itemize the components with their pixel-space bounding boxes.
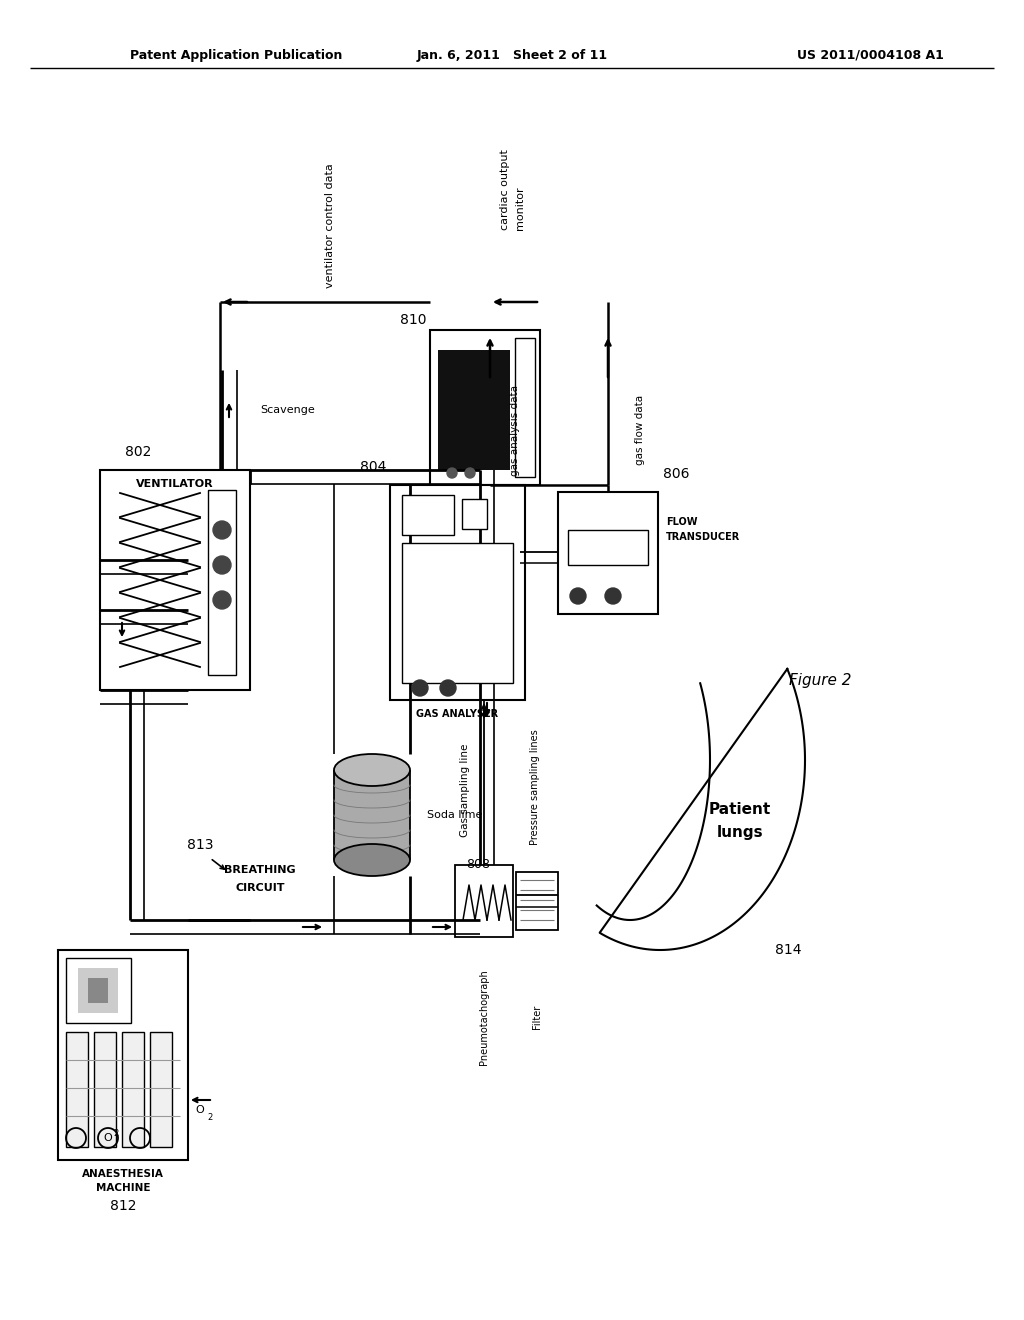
Text: 813: 813 — [186, 838, 213, 851]
Bar — [515, 338, 535, 477]
Bar — [402, 495, 454, 535]
Text: Patient: Patient — [709, 803, 771, 817]
Text: CIRCUIT: CIRCUIT — [236, 883, 285, 894]
Text: 808: 808 — [466, 858, 490, 870]
Circle shape — [213, 591, 231, 609]
Text: 806: 806 — [663, 467, 689, 480]
Bar — [430, 330, 540, 484]
Text: BREATHING: BREATHING — [224, 865, 296, 875]
Text: lungs: lungs — [717, 825, 763, 840]
Text: Scavenge: Scavenge — [260, 405, 314, 414]
Bar — [88, 978, 108, 1003]
Text: ANAESTHESIA: ANAESTHESIA — [82, 1170, 164, 1179]
Text: TRANSDUCER: TRANSDUCER — [666, 532, 740, 543]
Text: Soda lime: Soda lime — [427, 810, 482, 820]
Circle shape — [465, 469, 475, 478]
Text: monitor: monitor — [515, 186, 525, 230]
Bar — [455, 865, 513, 937]
Text: cardiac output: cardiac output — [500, 149, 510, 230]
Bar — [462, 499, 487, 529]
Circle shape — [447, 469, 457, 478]
Bar — [516, 873, 558, 931]
Circle shape — [213, 556, 231, 574]
Text: 802: 802 — [125, 445, 152, 459]
Bar — [208, 490, 236, 675]
Ellipse shape — [334, 754, 410, 785]
Circle shape — [605, 587, 621, 605]
Bar — [568, 531, 648, 565]
Polygon shape — [597, 669, 805, 950]
Text: Figure 2: Figure 2 — [788, 672, 851, 688]
Text: Pneumotachograph: Pneumotachograph — [479, 969, 489, 1065]
Text: VENTILATOR: VENTILATOR — [136, 479, 214, 488]
Text: 804: 804 — [360, 459, 386, 474]
Bar — [462, 499, 487, 529]
Text: 812: 812 — [110, 1199, 136, 1213]
Bar — [58, 950, 188, 1160]
Circle shape — [570, 587, 586, 605]
Bar — [100, 470, 250, 690]
Text: FLOW: FLOW — [666, 517, 697, 527]
Bar — [122, 1032, 144, 1147]
Text: GAS ANALYSER: GAS ANALYSER — [416, 709, 498, 719]
Circle shape — [213, 521, 231, 539]
Bar — [208, 490, 236, 675]
Text: gas flow data: gas flow data — [635, 395, 645, 465]
Text: 814: 814 — [775, 942, 802, 957]
Bar — [334, 770, 410, 861]
Text: 810: 810 — [400, 313, 427, 327]
Bar — [390, 484, 525, 700]
Bar — [150, 1032, 172, 1147]
Text: gas analysis data: gas analysis data — [510, 384, 520, 475]
Text: O: O — [103, 1133, 113, 1143]
Bar — [438, 350, 510, 470]
Text: MACHINE: MACHINE — [96, 1183, 151, 1193]
Circle shape — [440, 680, 456, 696]
Bar — [66, 1032, 88, 1147]
Text: Jan. 6, 2011   Sheet 2 of 11: Jan. 6, 2011 Sheet 2 of 11 — [417, 49, 607, 62]
Bar — [78, 968, 118, 1012]
Text: Patent Application Publication: Patent Application Publication — [130, 49, 342, 62]
Bar — [66, 958, 131, 1023]
Text: Filter: Filter — [532, 1005, 542, 1030]
Bar — [558, 492, 658, 614]
Text: 2: 2 — [114, 1130, 119, 1138]
Bar — [402, 543, 513, 682]
Text: US 2011/0004108 A1: US 2011/0004108 A1 — [797, 49, 943, 62]
Bar — [94, 1032, 116, 1147]
Bar — [402, 543, 513, 682]
Bar — [568, 531, 648, 565]
Ellipse shape — [334, 843, 410, 876]
Text: ventilator control data: ventilator control data — [325, 164, 335, 288]
Text: Pressure sampling lines: Pressure sampling lines — [530, 729, 540, 845]
Text: O: O — [196, 1105, 205, 1115]
Text: 2: 2 — [208, 1113, 213, 1122]
Circle shape — [412, 680, 428, 696]
Text: Gas sampling line: Gas sampling line — [460, 743, 470, 837]
